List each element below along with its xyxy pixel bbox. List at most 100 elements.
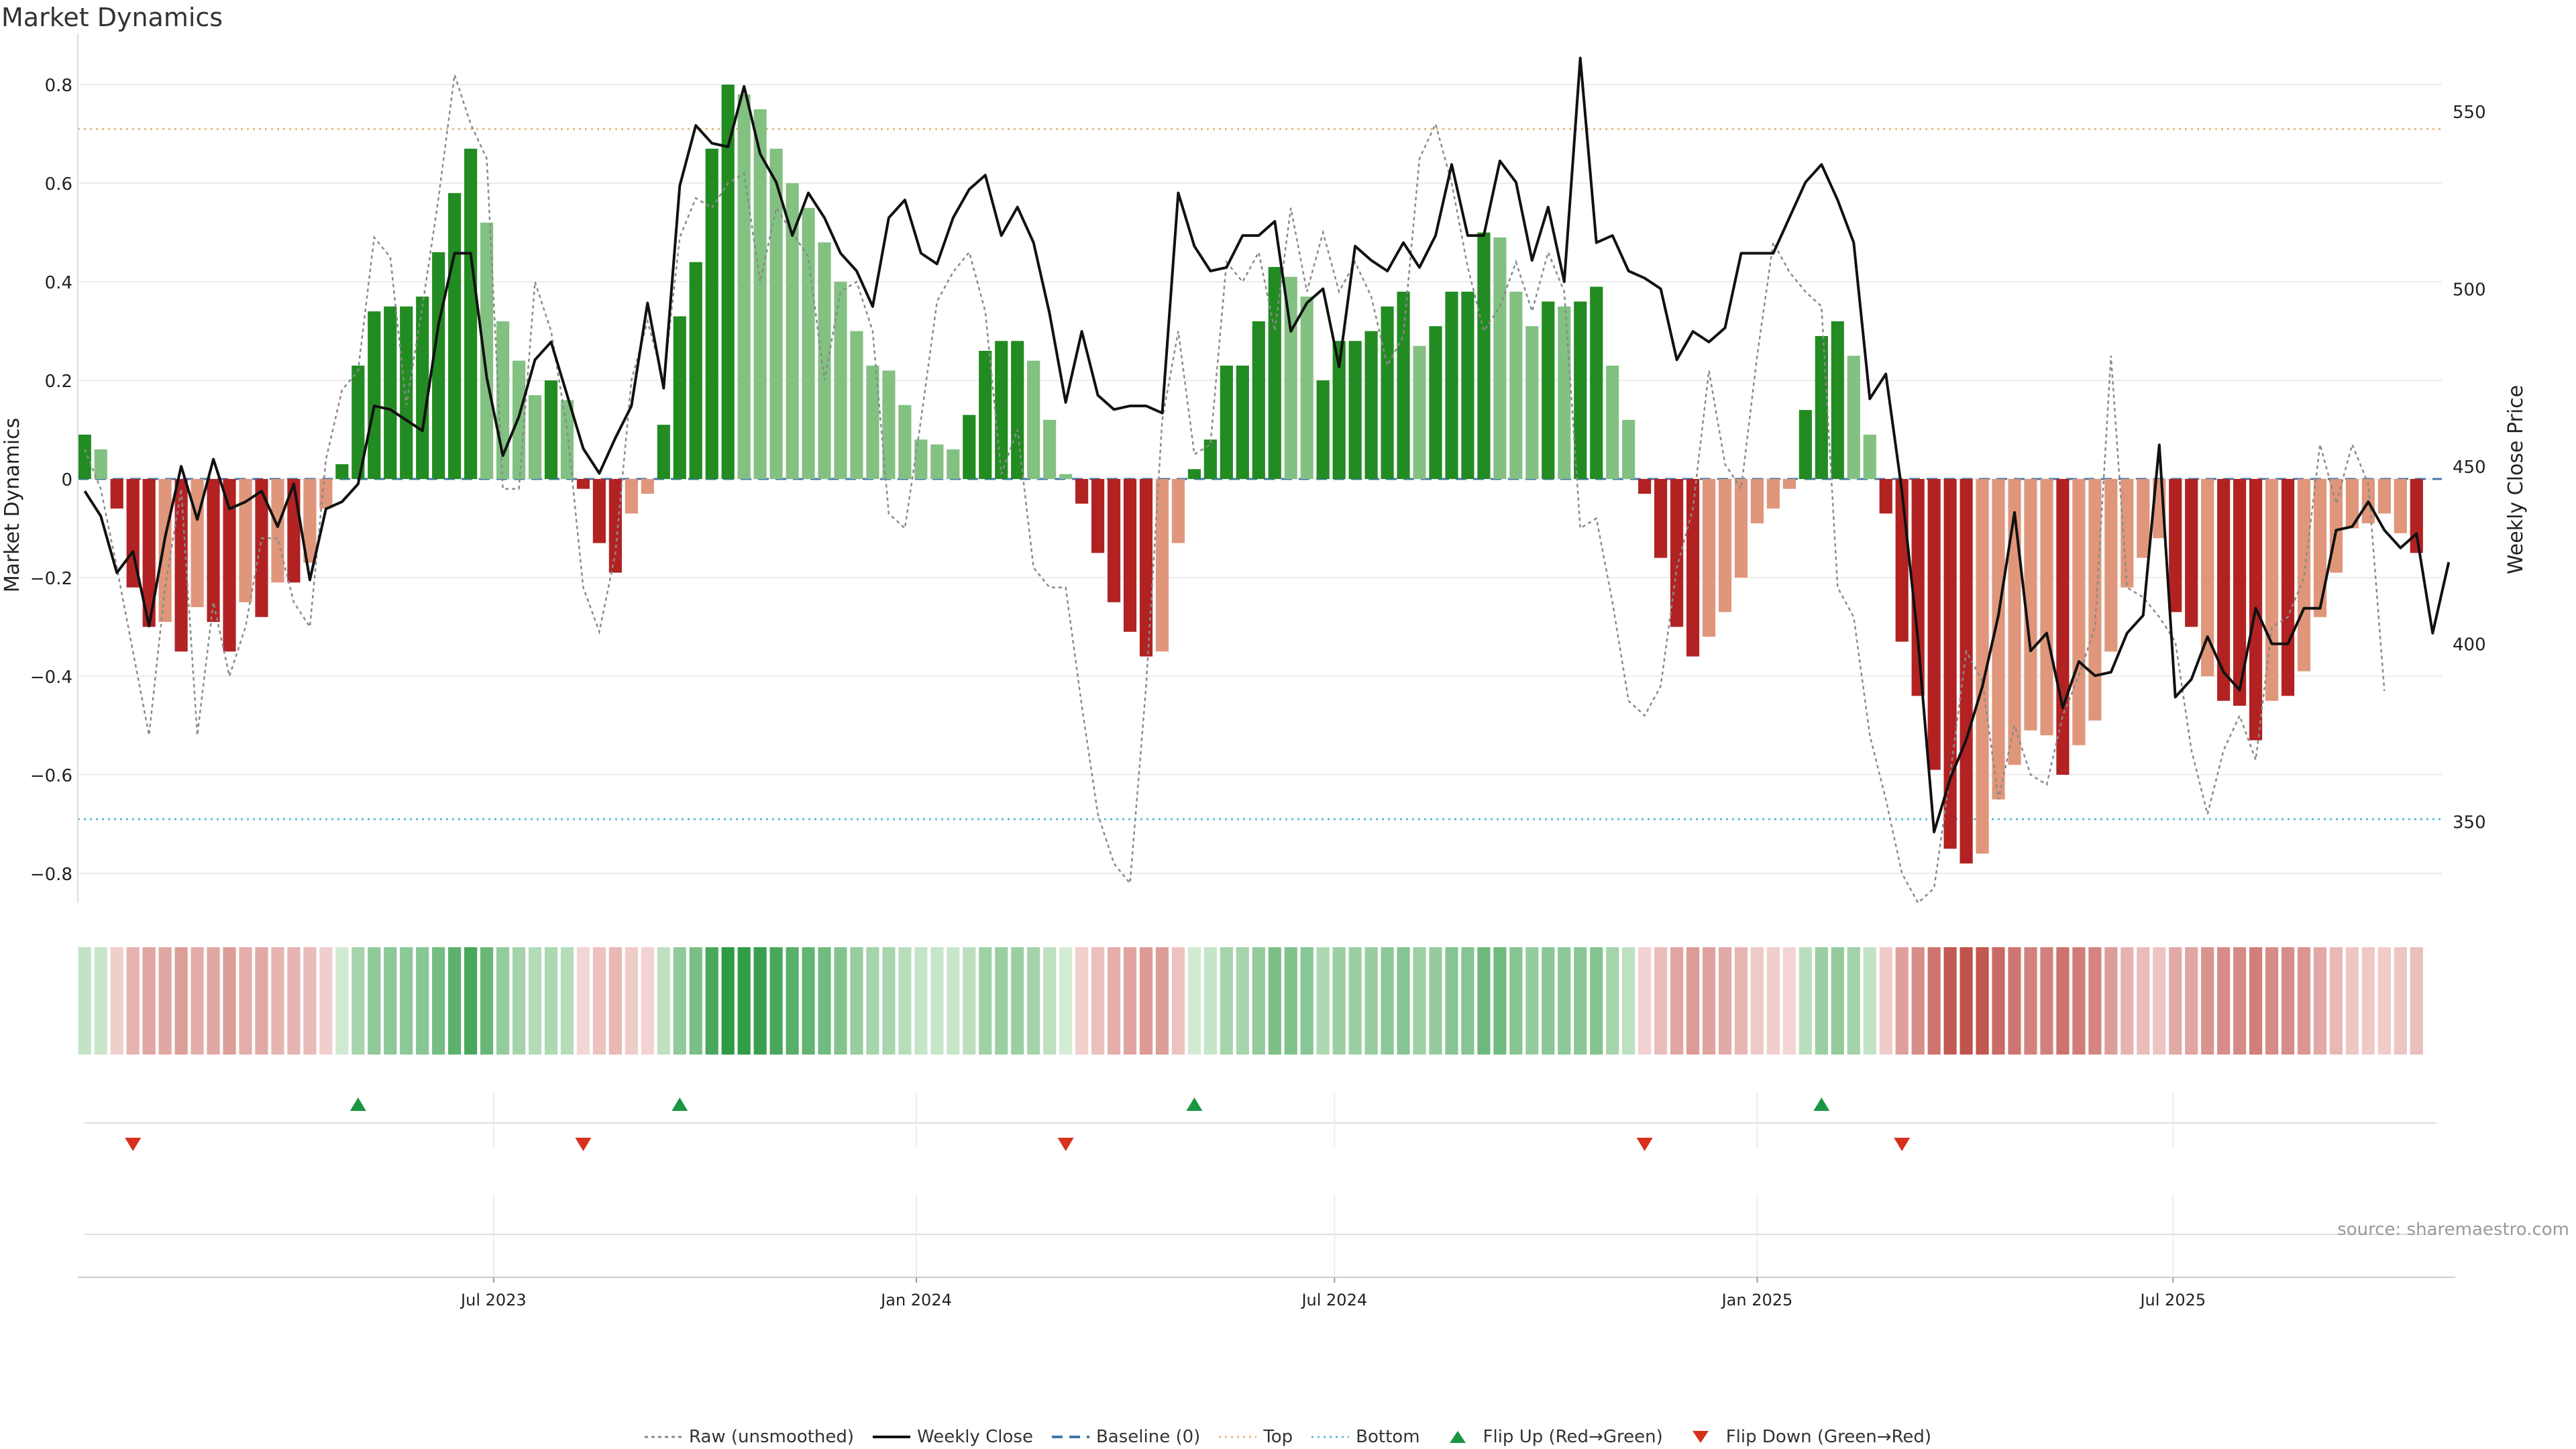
- dynamics-bar: [432, 252, 445, 480]
- dynamics-bar: [1348, 341, 1362, 480]
- heat-cell: [1831, 947, 1844, 1055]
- dynamics-bar: [1686, 479, 1700, 657]
- dynamics-bar: [947, 449, 960, 480]
- dynamics-bar: [1155, 479, 1169, 652]
- left-axis-label: Market Dynamics: [1, 418, 24, 593]
- heat-cell: [1992, 947, 2005, 1055]
- dynamics-bar: [255, 479, 268, 617]
- heat-cell: [721, 947, 735, 1055]
- dynamics-bar: [979, 350, 992, 480]
- heat-cell: [995, 947, 1008, 1055]
- dynamics-bar: [1268, 267, 1281, 480]
- heat-cell: [898, 947, 912, 1055]
- heat-cell: [2121, 947, 2134, 1055]
- heat-cell: [882, 947, 896, 1055]
- heat-cell: [1590, 947, 1603, 1055]
- heat-cell: [2201, 947, 2214, 1055]
- date-axis: Jul 2023 Jan 2024 Jul 2024 Jan 2025 Jul 2025: [78, 1093, 2455, 1309]
- heat-cell: [2040, 947, 2053, 1055]
- left-tick-label: 0.6: [45, 174, 72, 195]
- flip-up-marker: [1813, 1097, 1830, 1111]
- dynamics-bar: [544, 380, 558, 480]
- left-tick-label: −0.2: [30, 569, 72, 589]
- right-tick-label: 400: [2453, 635, 2486, 655]
- heat-cell: [1670, 947, 1684, 1055]
- flip-down-marker: [125, 1138, 142, 1151]
- dynamics-bar: [963, 415, 976, 480]
- heat-cell: [753, 947, 767, 1055]
- dynamics-bar: [1332, 341, 1346, 480]
- heat-cell: [1461, 947, 1474, 1055]
- dynamics-bar: [673, 316, 686, 480]
- dynamics-bar: [1799, 410, 1812, 480]
- dynamics-bar: [1493, 237, 1507, 480]
- dynamics-bar: [110, 479, 123, 509]
- dynamics-bar: [416, 297, 429, 480]
- axes-layer: 0.8 0.6 0.4 0.2 0 −0.2 −0.4 −0.6 −0.8 550 500 450 40…: [1, 34, 2528, 903]
- heat-cell: [1316, 947, 1330, 1055]
- dotted-tan-line-icon: [1219, 1436, 1257, 1438]
- dynamics-bar: [1429, 326, 1442, 480]
- heat-cell: [1750, 947, 1764, 1055]
- flip-down-marker: [1894, 1138, 1911, 1151]
- heat-cell: [1187, 947, 1201, 1055]
- dynamics-bar: [1252, 321, 1265, 480]
- left-tick-label: 0: [61, 470, 72, 490]
- legend-label: Flip Up (Red→Green): [1483, 1427, 1663, 1447]
- dynamics-bar: [2024, 479, 2037, 731]
- heat-cell: [1863, 947, 1876, 1055]
- heat-cell: [2072, 947, 2086, 1055]
- dynamics-bar: [223, 479, 236, 652]
- heat-cell: [1542, 947, 1555, 1055]
- heat-cell: [1911, 947, 1925, 1055]
- dynamics-bar: [1075, 479, 1089, 504]
- dynamics-bar: [641, 479, 654, 494]
- dynamics-bar: [1927, 479, 1941, 770]
- heat-cell: [1027, 947, 1040, 1055]
- right-tick-label: 450: [2453, 458, 2486, 478]
- dynamics-bar: [721, 85, 735, 480]
- heat-cell: [1364, 947, 1378, 1055]
- dynamics-bar: [2265, 479, 2279, 701]
- left-tick-label: 0.2: [45, 372, 72, 392]
- heat-cell: [368, 947, 381, 1055]
- dynamics-bar: [1107, 479, 1121, 602]
- heat-cell: [2024, 947, 2037, 1055]
- dynamics-bar: [1863, 434, 1876, 480]
- heat-cell: [2329, 947, 2343, 1055]
- heat-cell: [2137, 947, 2150, 1055]
- x-tick-label: Jan 2025: [1721, 1291, 1793, 1309]
- heat-cell: [2281, 947, 2295, 1055]
- heat-cell: [1123, 947, 1137, 1055]
- legend-item-dotted-gray-line: Raw (unsmoothed): [644, 1427, 854, 1447]
- dynamics-bar: [1011, 341, 1024, 480]
- heat-cell: [1300, 947, 1313, 1055]
- heat-cell: [1895, 947, 1909, 1055]
- heat-cell: [673, 947, 686, 1055]
- heat-cell: [1284, 947, 1297, 1055]
- heat-cell: [223, 947, 236, 1055]
- dynamics-bar: [335, 464, 349, 480]
- dynamics-bar: [930, 444, 944, 480]
- dynamics-bar: [94, 449, 107, 480]
- dynamics-bar: [850, 331, 863, 480]
- heat-cell: [2249, 947, 2263, 1055]
- dynamics-bar: [1300, 297, 1313, 480]
- heat-cell: [1718, 947, 1732, 1055]
- flip-down-marker: [1057, 1138, 1074, 1151]
- heat-cell: [142, 947, 156, 1055]
- heat-cell: [560, 947, 574, 1055]
- dashed-blue-line-icon: [1051, 1436, 1089, 1438]
- dynamics-bar: [2201, 479, 2214, 676]
- dynamics-bar: [1477, 232, 1491, 480]
- dynamics-bar: [1750, 479, 1764, 524]
- red-triangle-down-icon: [1692, 1431, 1709, 1443]
- heat-cell: [1622, 947, 1635, 1055]
- weekly-close-layer: [83, 56, 2451, 834]
- heat-cell: [1220, 947, 1233, 1055]
- heat-cell: [1654, 947, 1668, 1055]
- heat-cell: [802, 947, 815, 1055]
- dynamics-bar: [1943, 479, 1957, 849]
- dynamics-bar: [1397, 291, 1410, 480]
- heat-cell: [2345, 947, 2359, 1055]
